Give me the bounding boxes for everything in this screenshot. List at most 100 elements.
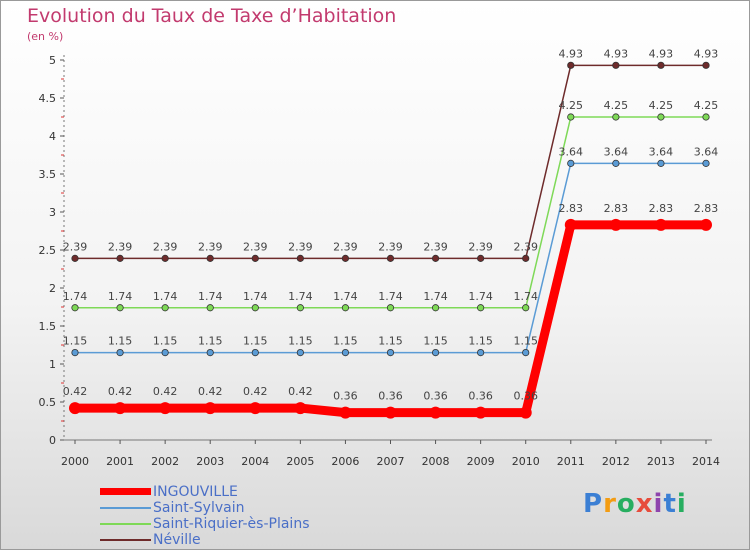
x-tick-label: 2005 (286, 455, 314, 468)
data-label-saint-sylvain: 3.64 (694, 145, 719, 158)
data-label-ingouville: 0.42 (288, 385, 313, 398)
data-point-ingouville (339, 406, 352, 419)
x-tick-label: 2000 (61, 455, 89, 468)
data-label-n-ville: 2.39 (243, 240, 268, 253)
data-label-saint-sylvain: 1.15 (108, 335, 133, 348)
data-point-n-ville (612, 61, 620, 69)
data-label-n-ville: 2.39 (333, 240, 358, 253)
data-label-saint-sylvain: 1.15 (513, 335, 538, 348)
x-tick-label: 2004 (241, 455, 269, 468)
data-point-saint-riquier-s-plains (702, 113, 710, 121)
x-tick-label: 2014 (692, 455, 720, 468)
data-label-n-ville: 4.93 (649, 47, 674, 60)
data-label-n-ville: 4.93 (604, 47, 629, 60)
data-point-saint-riquier-s-plains (206, 304, 214, 312)
data-label-saint-riquier-s-plains: 1.74 (108, 290, 133, 303)
data-label-n-ville: 2.39 (63, 240, 88, 253)
data-label-ingouville: 2.83 (559, 202, 584, 215)
legend-swatch-ingouville (100, 488, 151, 495)
data-label-n-ville: 2.39 (288, 240, 313, 253)
data-point-saint-sylvain (251, 348, 259, 357)
data-label-n-ville: 2.39 (153, 240, 178, 253)
data-point-n-ville (161, 254, 169, 262)
data-point-n-ville (702, 61, 710, 69)
y-tick-label: 4 (49, 130, 56, 143)
data-point-saint-sylvain (702, 159, 710, 167)
data-point-saint-riquier-s-plains (296, 304, 304, 312)
y-tick-label: 0.5 (39, 396, 57, 409)
data-point-n-ville (431, 254, 440, 262)
data-point-n-ville (296, 254, 304, 262)
data-point-n-ville (71, 254, 79, 262)
data-point-n-ville (341, 254, 350, 262)
data-point-saint-sylvain (206, 348, 214, 357)
x-tick-label: 2009 (467, 455, 495, 468)
data-label-ingouville: 0.36 (378, 390, 403, 403)
data-point-saint-sylvain (477, 348, 485, 357)
data-label-saint-riquier-s-plains: 4.25 (694, 99, 719, 112)
data-point-saint-sylvain (612, 159, 620, 167)
data-point-saint-sylvain (386, 348, 395, 357)
data-label-n-ville: 2.39 (378, 240, 403, 253)
data-label-saint-riquier-s-plains: 1.74 (423, 290, 448, 303)
data-point-n-ville (477, 254, 485, 262)
data-label-n-ville: 2.39 (513, 240, 538, 253)
data-label-saint-riquier-s-plains: 1.74 (153, 290, 178, 303)
data-label-saint-sylvain: 1.15 (198, 335, 223, 348)
data-point-saint-sylvain (296, 348, 304, 357)
data-label-ingouville: 0.36 (468, 390, 493, 403)
data-label-ingouville: 2.83 (649, 202, 674, 215)
logo-letter-i: i (653, 489, 664, 519)
data-label-saint-riquier-s-plains: 4.25 (649, 99, 674, 112)
data-point-ingouville (474, 406, 487, 419)
data-label-saint-sylvain: 1.15 (153, 335, 178, 348)
legend-label-neville: Néville (153, 532, 201, 548)
data-labels: 2.39 2.39 2.39 2.39 2.39 2.39 2.39 2.39 2.39 2.39… (63, 47, 719, 402)
logo-letter-i2: i (676, 489, 687, 519)
data-label-ingouville: 0.42 (108, 385, 133, 398)
legend-label-ingouville: INGOUVILLE (153, 484, 238, 500)
data-point-saint-riquier-s-plains (477, 304, 485, 312)
data-label-saint-sylvain: 3.64 (649, 145, 674, 158)
data-point-ingouville (294, 402, 307, 415)
x-tick-label: 2006 (331, 455, 359, 468)
x-tick-label: 2013 (647, 455, 675, 468)
data-point-saint-sylvain (161, 348, 169, 357)
data-label-ingouville: 0.36 (333, 390, 358, 403)
y-tick-label: 2 (49, 282, 56, 295)
logo-letter-r: r (603, 489, 617, 519)
data-point-saint-riquier-s-plains (251, 304, 259, 312)
data-point-n-ville (657, 61, 665, 69)
data-point-saint-sylvain (567, 159, 575, 167)
data-label-saint-sylvain: 3.64 (604, 145, 629, 158)
data-label-saint-riquier-s-plains: 1.74 (378, 290, 403, 303)
legend-label-saint-riquier: Saint-Riquier-ès-Plains (153, 516, 310, 532)
data-point-saint-riquier-s-plains (341, 304, 350, 312)
logo-letter-o: o (616, 489, 636, 519)
legend-swatch-neville (100, 539, 151, 541)
x-tick-label: 2012 (602, 455, 630, 468)
data-point-saint-riquier-s-plains (161, 304, 169, 312)
y-tick-label: 4.5 (39, 92, 57, 105)
data-label-ingouville: 0.42 (198, 385, 223, 398)
y-tick-label: 3.5 (39, 168, 57, 181)
chart-unit: (en %) (27, 30, 64, 43)
data-point-saint-sylvain (71, 348, 79, 357)
data-point-saint-riquier-s-plains (386, 304, 395, 312)
y-tick-label: 3 (49, 206, 56, 219)
proxiti-logo: Proxiti (583, 489, 687, 519)
legend-swatch-saint-sylvain (100, 507, 151, 509)
data-point-saint-riquier-s-plains (116, 304, 124, 312)
y-tick-label: 1 (49, 358, 56, 371)
data-label-saint-sylvain: 3.64 (559, 145, 584, 158)
data-label-saint-riquier-s-plains: 4.25 (604, 99, 629, 112)
data-label-n-ville: 2.39 (468, 240, 493, 253)
data-point-ingouville (609, 218, 622, 231)
data-label-n-ville: 4.93 (694, 47, 719, 60)
data-label-ingouville: 0.42 (63, 385, 88, 398)
data-label-saint-riquier-s-plains: 1.74 (63, 290, 88, 303)
x-tick-label: 2003 (196, 455, 224, 468)
data-label-saint-riquier-s-plains: 1.74 (243, 290, 268, 303)
